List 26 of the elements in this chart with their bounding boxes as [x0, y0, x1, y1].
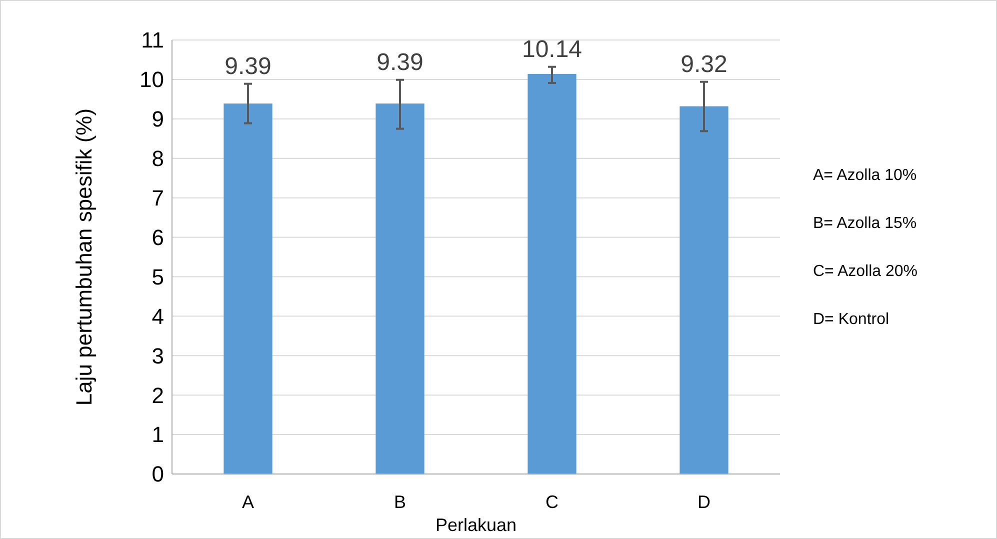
text: B= Azolla 15%	[813, 215, 917, 232]
y-tick-label: 6	[152, 224, 164, 250]
y-tick-label: 5	[152, 264, 164, 290]
text: D= Kontrol	[813, 311, 890, 328]
y-tick-label: 9	[152, 106, 164, 132]
text: C= Azolla 20%	[813, 263, 918, 280]
y-tick-label: 7	[152, 186, 164, 211]
data-label: 9.39	[376, 48, 424, 76]
x-tick-label: D	[698, 492, 710, 512]
data-label: 10.14	[522, 36, 582, 63]
x-tick-label: C	[546, 492, 558, 512]
y-tick-label: 8	[152, 146, 164, 172]
x-tick-label: B	[394, 492, 406, 512]
y-tick-label: 11	[141, 28, 164, 53]
y-tick-label: 2	[152, 382, 164, 408]
y-tick-label: 10	[140, 67, 164, 92]
data-label: 9.39	[224, 52, 272, 80]
data-label: 9.32	[680, 50, 728, 78]
text: A= Azolla 10%	[813, 167, 917, 184]
y-tick-label: 0	[152, 462, 164, 487]
y-tick-label: 3	[152, 343, 164, 368]
y-tick-label: 1	[152, 422, 164, 448]
x-axis-title: Perlakuan	[435, 515, 517, 535]
y-tick-label: 4	[152, 304, 164, 329]
x-tick-label: A	[242, 492, 254, 512]
y-axis-title: Laju pertumbuhan spesifik (%)	[72, 108, 97, 406]
